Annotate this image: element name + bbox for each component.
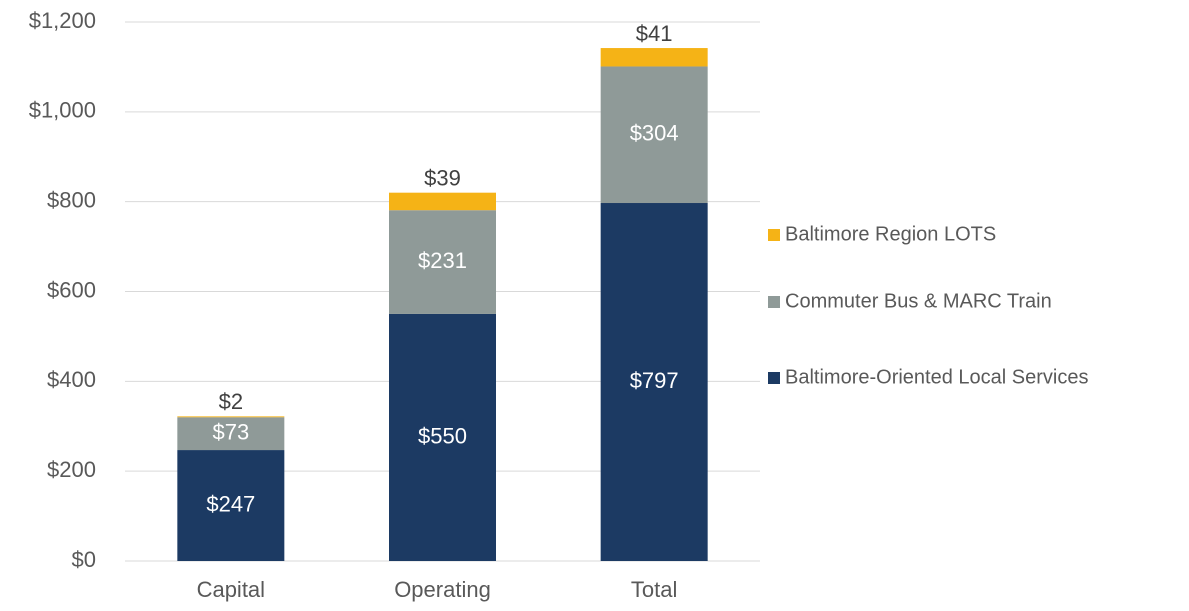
y-tick-label: $1,000 (29, 98, 96, 123)
bar-segment (177, 416, 285, 418)
x-tick-label: Operating (394, 577, 491, 602)
x-tick-label: Capital (197, 577, 265, 602)
data-label: $797 (630, 368, 679, 393)
y-tick-label: $600 (47, 277, 96, 302)
data-label: $73 (212, 419, 249, 444)
legend-swatch (768, 372, 780, 384)
data-label: $39 (424, 165, 461, 190)
data-label: $550 (418, 423, 467, 448)
legend-label: Commuter Bus & MARC Train (785, 290, 1052, 312)
bar-segment (600, 66, 708, 204)
data-label: $231 (418, 248, 467, 273)
data-label: $304 (630, 121, 679, 146)
legend-label: Baltimore Region LOTS (785, 223, 996, 245)
y-tick-label: $400 (47, 367, 96, 392)
legend-label: Baltimore-Oriented Local Services (785, 366, 1088, 388)
bar-segment (600, 48, 708, 67)
bar-segment (177, 450, 285, 561)
bar-segment (600, 203, 708, 561)
y-tick-label: $200 (47, 457, 96, 482)
x-tick-label: Total (631, 577, 677, 602)
data-label: $41 (636, 21, 673, 46)
legend-swatch (768, 296, 780, 308)
bar-segment (177, 417, 285, 451)
legend-swatch (768, 229, 780, 241)
bar-segment (389, 210, 496, 314)
bar-segment (389, 192, 496, 211)
y-tick-label: $800 (47, 187, 96, 212)
data-label: $247 (206, 491, 255, 516)
y-tick-label: $0 (72, 547, 96, 572)
y-tick-label: $1,200 (29, 8, 96, 33)
data-label: $2 (219, 389, 243, 414)
bar-segment (389, 313, 496, 561)
